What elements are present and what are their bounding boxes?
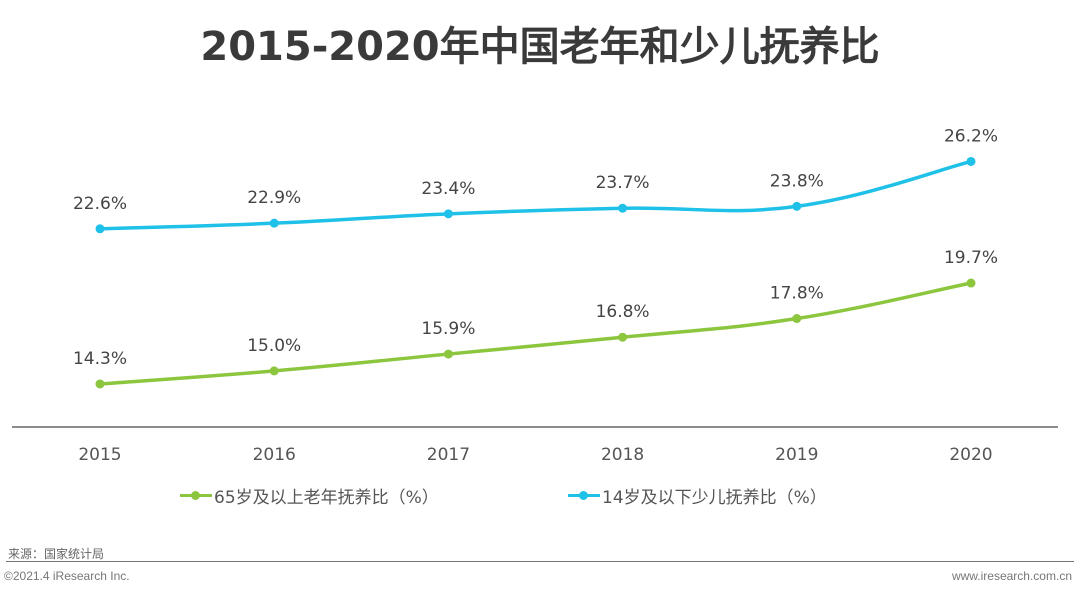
data-point (443, 209, 453, 219)
data-label: 16.8% (596, 302, 650, 322)
legend-label: 14岁及以下少儿抚养比（%） (602, 488, 827, 508)
chart-title: 2015-2020年中国老年和少儿抚养比 (200, 24, 880, 70)
data-point (269, 218, 279, 228)
legend-label: 65岁及以上老年抚养比（%） (214, 488, 439, 508)
data-point (443, 349, 453, 359)
data-label: 23.8% (770, 171, 824, 191)
copyright: ©2021.4 iResearch Inc. (4, 569, 130, 583)
x-tick-label: 2017 (427, 445, 470, 465)
data-label: 15.9% (421, 319, 475, 339)
series-line (99, 159, 972, 231)
source-note: 来源：国家统计局 (8, 547, 105, 561)
data-point (966, 278, 976, 288)
data-point (269, 366, 279, 376)
data-label: 17.8% (770, 284, 824, 304)
data-label: 22.6% (73, 194, 127, 214)
data-label: 23.7% (596, 173, 650, 193)
data-point (95, 379, 105, 389)
series-line (99, 281, 972, 386)
x-tick-label: 2015 (78, 445, 121, 465)
data-label: 19.7% (944, 248, 998, 268)
legend-item-elderly: 65岁及以上老年抚养比（%） (180, 483, 439, 508)
x-tick-label: 2020 (949, 445, 992, 465)
legend-item-children: 14岁及以下少儿抚养比（%） (568, 483, 827, 508)
data-point (966, 156, 976, 166)
data-point (95, 224, 105, 234)
data-point (618, 203, 628, 213)
legend-marker-icon (568, 491, 600, 500)
x-tick-label: 2018 (601, 445, 644, 465)
data-label: 26.2% (944, 126, 998, 146)
data-label: 22.9% (247, 188, 301, 208)
data-point (618, 332, 628, 342)
data-label: 14.3% (73, 349, 127, 369)
website-link[interactable]: www.iresearch.com.cn (951, 569, 1072, 583)
data-point (792, 201, 802, 211)
data-point (792, 314, 802, 324)
data-label: 23.4% (421, 179, 475, 199)
x-tick-label: 2019 (775, 445, 818, 465)
footer-divider (6, 561, 1074, 562)
x-tick-label: 2016 (253, 445, 296, 465)
data-label: 15.0% (247, 336, 301, 356)
legend-marker-icon (180, 491, 212, 500)
